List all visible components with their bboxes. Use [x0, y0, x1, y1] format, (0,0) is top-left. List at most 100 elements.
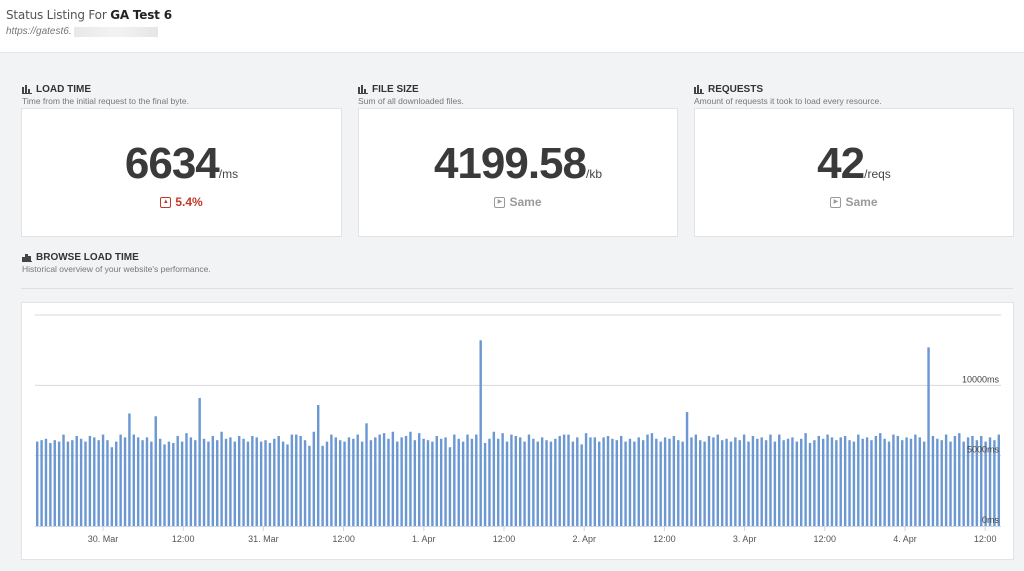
chart-bar[interactable]	[317, 405, 320, 526]
chart-bar[interactable]	[619, 435, 623, 526]
chart-bar[interactable]	[198, 397, 201, 526]
chart-bar[interactable]	[110, 447, 114, 526]
chart-bar[interactable]	[861, 438, 864, 526]
chart-bar[interactable]	[694, 434, 698, 526]
chart-bar[interactable]	[246, 441, 250, 526]
chart-bar[interactable]	[918, 437, 921, 526]
chart-bar[interactable]	[795, 441, 799, 526]
chart-bar[interactable]	[286, 444, 289, 526]
chart-bar[interactable]	[883, 438, 886, 526]
chart-bar[interactable]	[123, 437, 127, 526]
chart-bar[interactable]	[382, 433, 386, 526]
chart-bar[interactable]	[431, 441, 434, 526]
chart-bar[interactable]	[646, 434, 649, 526]
chart-bar[interactable]	[150, 441, 153, 526]
chart-bar[interactable]	[633, 441, 636, 526]
chart-bar[interactable]	[905, 437, 908, 526]
chart-bar[interactable]	[532, 438, 535, 526]
chart-bar[interactable]	[391, 431, 395, 526]
chart-bar[interactable]	[545, 440, 548, 526]
chart-bar[interactable]	[290, 434, 294, 526]
chart-bar[interactable]	[439, 438, 443, 526]
chart-bar[interactable]	[88, 435, 92, 526]
chart-bar[interactable]	[931, 435, 935, 526]
chart-bar[interactable]	[874, 435, 878, 526]
chart-bar[interactable]	[778, 434, 781, 526]
chart-bar[interactable]	[835, 440, 838, 526]
chart-bar[interactable]	[839, 437, 842, 526]
chart-bar[interactable]	[852, 441, 856, 526]
chart-bar[interactable]	[756, 438, 759, 526]
chart-bar[interactable]	[488, 438, 491, 526]
chart-bar[interactable]	[742, 434, 746, 526]
chart-bar[interactable]	[707, 435, 711, 526]
chart-bar[interactable]	[901, 440, 904, 526]
chart-bar[interactable]	[962, 441, 965, 526]
chart-bar[interactable]	[101, 434, 105, 526]
chart-bar[interactable]	[536, 441, 539, 526]
chart-bar[interactable]	[444, 437, 447, 526]
chart-bar[interactable]	[154, 416, 157, 526]
chart-bar[interactable]	[540, 437, 544, 526]
chart-bar[interactable]	[378, 434, 381, 526]
chart-bar[interactable]	[295, 434, 298, 526]
chart-bar[interactable]	[308, 445, 311, 526]
chart-bar[interactable]	[281, 441, 285, 526]
chart-bar[interactable]	[365, 423, 368, 526]
chart-bar[interactable]	[422, 438, 425, 526]
chart-bar[interactable]	[628, 438, 632, 526]
chart-bar[interactable]	[40, 440, 43, 526]
chart-bar[interactable]	[273, 438, 276, 526]
chart-bar[interactable]	[158, 438, 162, 526]
chart-bar[interactable]	[659, 441, 662, 526]
chart-bar[interactable]	[589, 437, 592, 526]
chart-bar[interactable]	[554, 438, 557, 526]
chart-bar[interactable]	[435, 435, 438, 526]
chart-bar[interactable]	[352, 438, 355, 526]
chart-bar[interactable]	[518, 437, 522, 526]
chart-bar[interactable]	[637, 437, 640, 526]
chart-bar[interactable]	[35, 441, 39, 526]
chart-bar[interactable]	[751, 435, 755, 526]
chart-bar[interactable]	[172, 443, 175, 526]
chart-bar[interactable]	[971, 435, 974, 526]
chart-bar[interactable]	[514, 435, 518, 526]
chart-bar[interactable]	[207, 441, 210, 526]
load-time-chart[interactable]: 0ms 5000ms 10000ms 30. Mar 12:00 31. Mar 12:0…	[22, 303, 1013, 559]
chart-bar[interactable]	[62, 434, 65, 526]
chart-bar[interactable]	[677, 440, 680, 526]
chart-bar[interactable]	[418, 433, 421, 526]
chart-bar[interactable]	[672, 435, 676, 526]
chart-bar[interactable]	[527, 434, 531, 526]
chart-bar[interactable]	[220, 431, 223, 526]
chart-bar[interactable]	[312, 431, 316, 526]
chart-bar[interactable]	[251, 435, 254, 526]
chart-bar[interactable]	[817, 435, 820, 526]
chart-bar[interactable]	[641, 440, 645, 526]
chart-bar[interactable]	[71, 440, 74, 526]
chart-bar[interactable]	[404, 435, 408, 526]
chart-bar[interactable]	[492, 431, 496, 526]
chart-bar[interactable]	[325, 441, 329, 526]
chart-bar[interactable]	[909, 438, 913, 526]
chart-bar[interactable]	[194, 440, 197, 526]
chart-bar[interactable]	[870, 440, 873, 526]
chart-bar[interactable]	[119, 434, 122, 526]
chart-bar[interactable]	[782, 440, 785, 526]
chart-bar[interactable]	[896, 435, 900, 526]
chart-bar[interactable]	[497, 438, 500, 526]
chart-bar[interactable]	[97, 440, 100, 526]
chart-bars[interactable]	[35, 340, 1001, 526]
chart-bar[interactable]	[479, 340, 482, 526]
chart-bar[interactable]	[576, 437, 579, 526]
chart-bar[interactable]	[655, 438, 658, 526]
chart-bar[interactable]	[791, 437, 794, 526]
chart-bar[interactable]	[879, 433, 882, 526]
chart-bar[interactable]	[690, 437, 693, 526]
chart-bar[interactable]	[347, 437, 351, 526]
chart-bar[interactable]	[958, 433, 961, 526]
chart-bar[interactable]	[180, 441, 184, 526]
chart-bar[interactable]	[413, 440, 417, 526]
chart-bar[interactable]	[949, 441, 952, 526]
chart-bar[interactable]	[993, 440, 996, 526]
